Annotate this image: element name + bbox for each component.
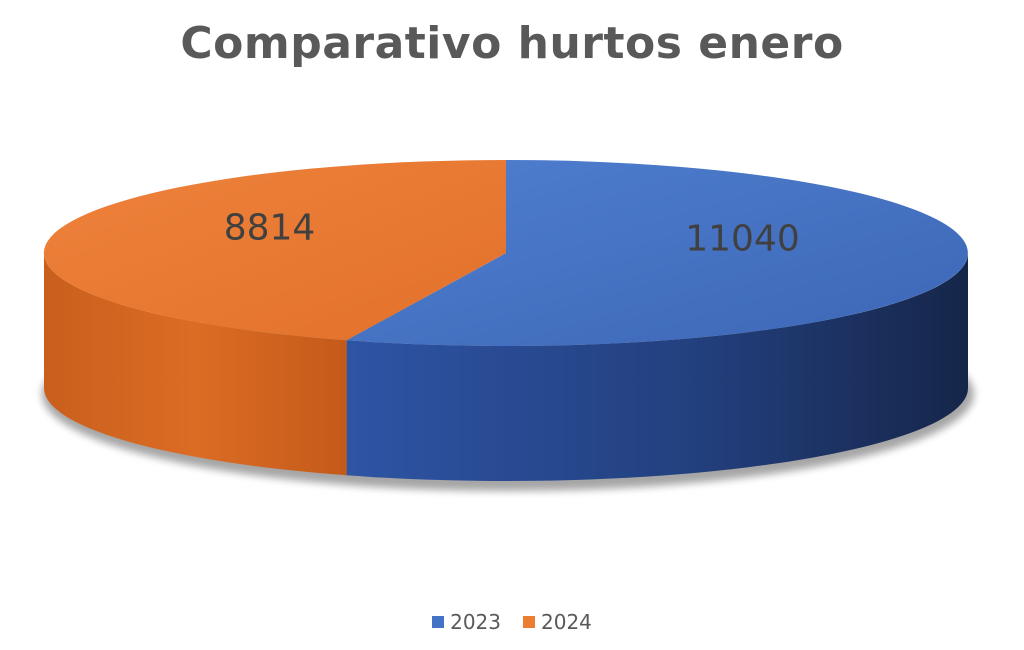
data-label-2023: 11040: [685, 219, 800, 260]
data-label-2024: 8814: [224, 207, 316, 248]
legend-item-2023[interactable]: 2023: [432, 610, 501, 634]
legend: 2023 2024: [0, 610, 1024, 634]
legend-label-2023: 2023: [450, 610, 501, 634]
pie-slice-2024[interactable]: [43, 159, 506, 341]
pie-slice-side-2024[interactable]: [43, 253, 347, 476]
legend-swatch-2024: [523, 616, 535, 628]
legend-label-2024: 2024: [541, 610, 592, 634]
legend-item-2024[interactable]: 2024: [523, 610, 592, 634]
pie-slice-2023[interactable]: [346, 160, 968, 346]
pie-slice-side-2023[interactable]: [346, 253, 969, 482]
chart-title: Comparativo hurtos enero: [180, 18, 844, 69]
legend-swatch-2023: [432, 616, 445, 628]
